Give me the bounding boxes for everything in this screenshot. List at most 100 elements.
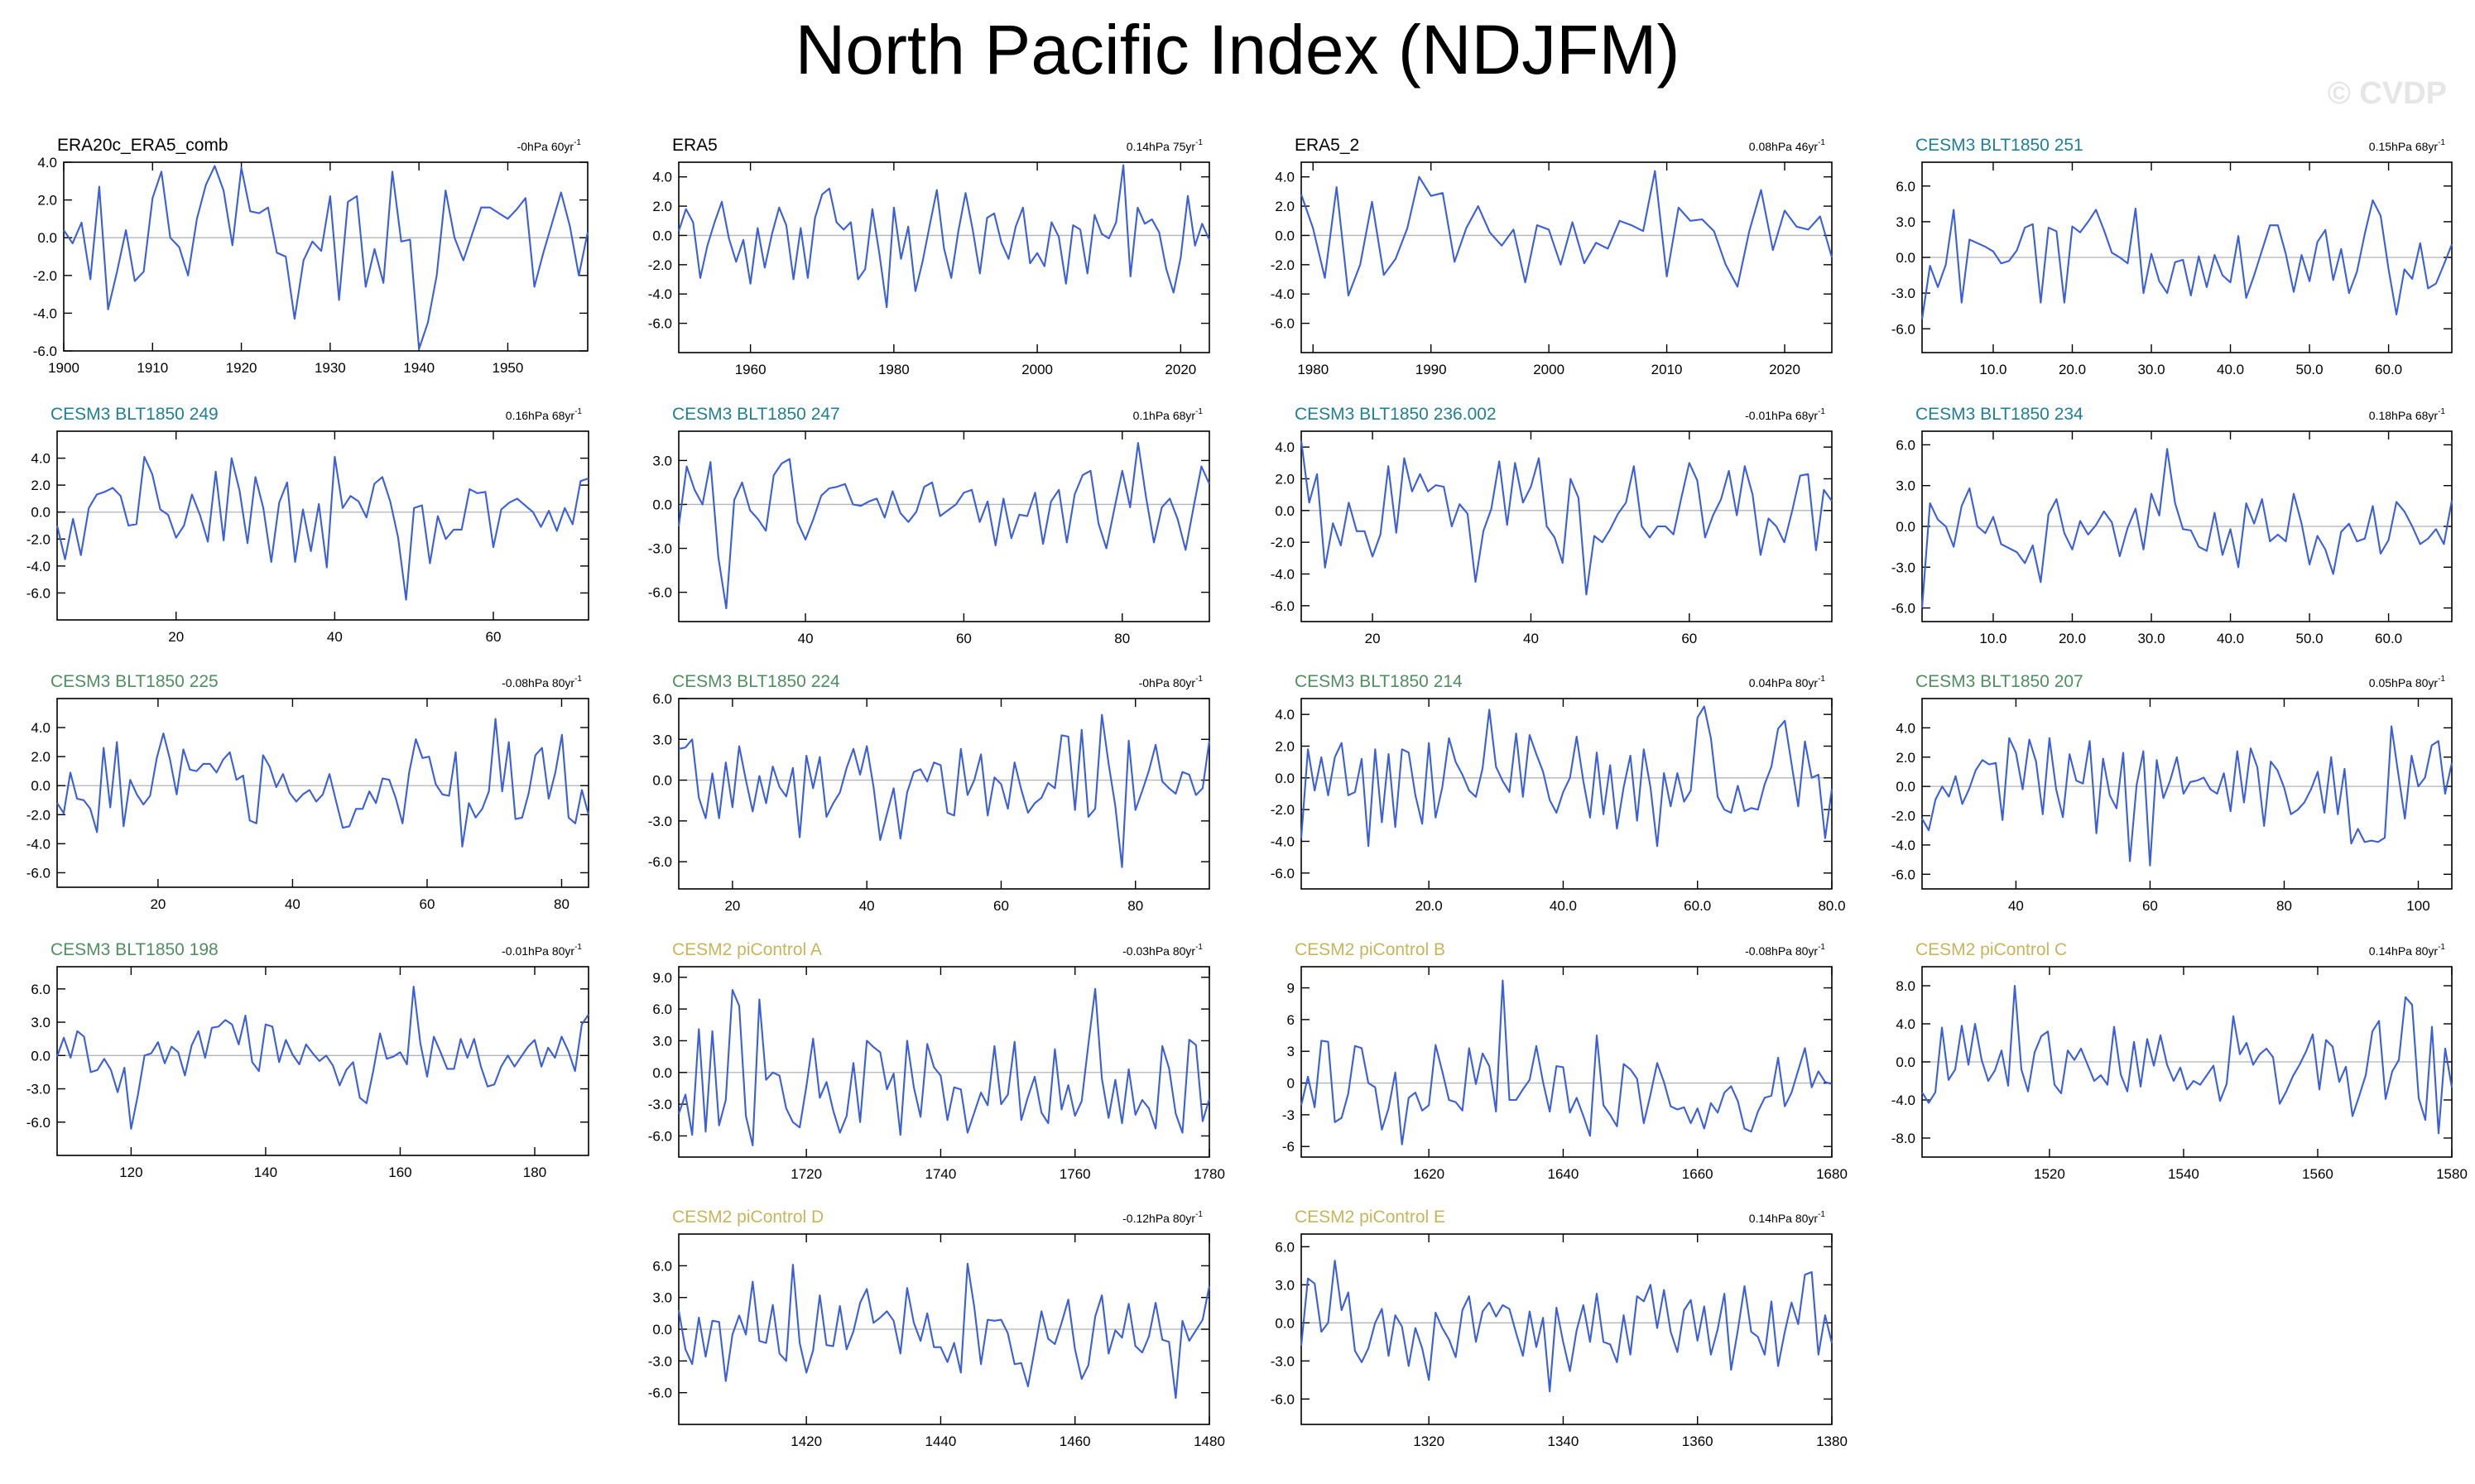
y-tick-label: 0	[1287, 1076, 1295, 1092]
panel-title: CESM2 piControl A	[672, 940, 822, 959]
x-tick-label: 40.0	[1550, 898, 1577, 914]
x-tick-label: 2020	[1769, 362, 1800, 377]
chart-panel: 8.0 4.0 0.0 -4.0 -8.0 1520 1540 1560 1580 CESM2 p…	[1891, 940, 2468, 1182]
x-tick-label: 50.0	[2296, 631, 2324, 646]
y-tick-label: -6.0	[1891, 321, 1915, 337]
y-tick-label: -4.0	[26, 559, 50, 574]
panel-stats: -0.08hPa 80yr-1	[502, 675, 582, 689]
x-tick-label: 1380	[1816, 1434, 1848, 1449]
y-tick-label: 9.0	[652, 970, 672, 986]
y-tick-label: 0.0	[31, 505, 50, 521]
y-tick-label: -2.0	[1271, 802, 1295, 818]
x-tick-label: 1980	[878, 362, 910, 377]
panel-title: CESM3 BLT1850 224	[672, 672, 840, 691]
x-tick-label: 40	[2008, 898, 2024, 914]
chart-panel: 4.0 2.0 0.0 -2.0 -4.0 -6.0 20 40 60 80 CESM3 BLT18…	[26, 672, 590, 912]
y-tick-label: 2.0	[1275, 199, 1295, 214]
panel-stats: -0.01hPa 68yr-1	[1745, 407, 1825, 422]
x-tick-label: 60.0	[1684, 898, 1711, 914]
x-tick-label: 80	[1127, 898, 1143, 914]
panel-title: CESM2 piControl E	[1295, 1208, 1445, 1227]
panel-title: CESM3 BLT1850 225	[50, 672, 219, 691]
y-tick-label: 4.0	[1896, 720, 1915, 736]
y-tick-label: -4.0	[1271, 567, 1295, 583]
x-tick-label: 40	[1523, 631, 1539, 646]
y-tick-label: 6.0	[652, 1258, 672, 1274]
series-line	[63, 165, 589, 350]
x-tick-label: 1320	[1413, 1434, 1444, 1449]
x-tick-label: 1480	[1194, 1434, 1225, 1449]
plot-frame	[1300, 430, 1833, 622]
y-tick-label: -3	[1282, 1107, 1295, 1123]
x-tick-label: 20.0	[2059, 362, 2086, 377]
series-line	[677, 1262, 1211, 1400]
x-tick-label: 2010	[1651, 362, 1683, 377]
y-tick-label: 3.0	[1896, 478, 1915, 494]
x-tick-label: 1680	[1816, 1166, 1848, 1182]
y-tick-label: 0.0	[1896, 250, 1915, 266]
y-tick-label: 0.0	[1275, 503, 1295, 519]
x-tick-label: 1760	[1060, 1166, 1091, 1182]
y-tick-label: -6.0	[1271, 1391, 1295, 1407]
y-tick-label: -6	[1282, 1139, 1295, 1155]
series-line	[56, 986, 589, 1130]
x-tick-label: 40	[859, 898, 875, 914]
y-tick-label: -3.0	[1891, 286, 1915, 301]
x-tick-label: 100	[2406, 898, 2429, 914]
plot-frame	[1300, 966, 1833, 1158]
y-tick-label: -6.0	[1271, 598, 1295, 614]
x-tick-label: 1540	[2168, 1166, 2199, 1182]
y-tick-label: -6.0	[1271, 866, 1295, 881]
y-tick-label: -3.0	[1891, 560, 1915, 575]
y-tick-label: -6.0	[648, 316, 672, 332]
chart-panel: 3.0 0.0 -3.0 -6.0 40 60 80 CESM3 BLT1850 247 0.1…	[648, 405, 1210, 646]
x-tick-label: 60	[420, 896, 435, 912]
x-tick-label: 30.0	[2137, 631, 2165, 646]
y-tick-label: -4.0	[1271, 834, 1295, 850]
x-tick-label: 1420	[791, 1434, 822, 1449]
panel-stats: -0.08hPa 80yr-1	[1745, 943, 1825, 958]
y-tick-label: 0.0	[1896, 519, 1915, 535]
y-tick-label: -4.0	[1271, 286, 1295, 302]
y-tick-label: 3.0	[1275, 1277, 1295, 1293]
x-tick-label: 1980	[1297, 362, 1329, 377]
x-tick-label: 1930	[315, 360, 346, 376]
y-tick-label: -6.0	[648, 585, 672, 601]
x-tick-label: 80	[2276, 898, 2292, 914]
x-tick-label: 60	[956, 631, 972, 646]
plot-frame	[56, 698, 589, 888]
panel-stats: 0.15hPa 68yr-1	[2369, 138, 2446, 153]
y-tick-label: 6.0	[1896, 437, 1915, 453]
series-line	[1300, 705, 1833, 848]
panel-stats: 0.14hPa 80yr-1	[2369, 943, 2446, 958]
x-tick-label: 2020	[1165, 362, 1196, 377]
panel-title: CESM3 BLT1850 251	[1915, 136, 2083, 155]
x-tick-label: 1950	[493, 360, 524, 376]
x-tick-label: 20.0	[2059, 631, 2086, 646]
plot-frame	[63, 161, 589, 352]
panel-title: CESM3 BLT1850 207	[1915, 672, 2083, 691]
x-tick-label: 20	[1365, 631, 1381, 646]
panel-stats: -0.12hPa 80yr-1	[1122, 1210, 1203, 1225]
x-tick-label: 1580	[2436, 1166, 2468, 1182]
y-tick-label: 4.0	[31, 451, 50, 467]
chart-panel: 4.0 2.0 0.0 -2.0 -4.0 -6.0 1960 1980 2000 2020 ERA…	[648, 136, 1210, 377]
y-tick-label: -4.0	[26, 836, 50, 852]
x-tick-label: 80	[1114, 631, 1130, 646]
x-tick-label: 10.0	[1979, 631, 2006, 646]
x-tick-label: 20	[150, 896, 166, 912]
panel-stats: 0.1hPa 68yr-1	[1133, 407, 1204, 422]
x-tick-label: 60	[1681, 631, 1697, 646]
x-tick-label: 80.0	[1818, 898, 1845, 914]
series-line	[1300, 979, 1833, 1145]
x-tick-label: 1740	[925, 1166, 957, 1182]
y-tick-label: -2.0	[648, 257, 672, 273]
x-tick-label: 40	[798, 631, 814, 646]
x-tick-label: 1900	[48, 360, 79, 376]
y-tick-label: 6.0	[1896, 179, 1915, 195]
x-tick-label: 1940	[403, 360, 435, 376]
x-tick-label: 1920	[226, 360, 257, 376]
y-tick-label: 3	[1287, 1044, 1295, 1059]
x-tick-label: 140	[254, 1165, 277, 1180]
plot-frame	[678, 698, 1210, 890]
